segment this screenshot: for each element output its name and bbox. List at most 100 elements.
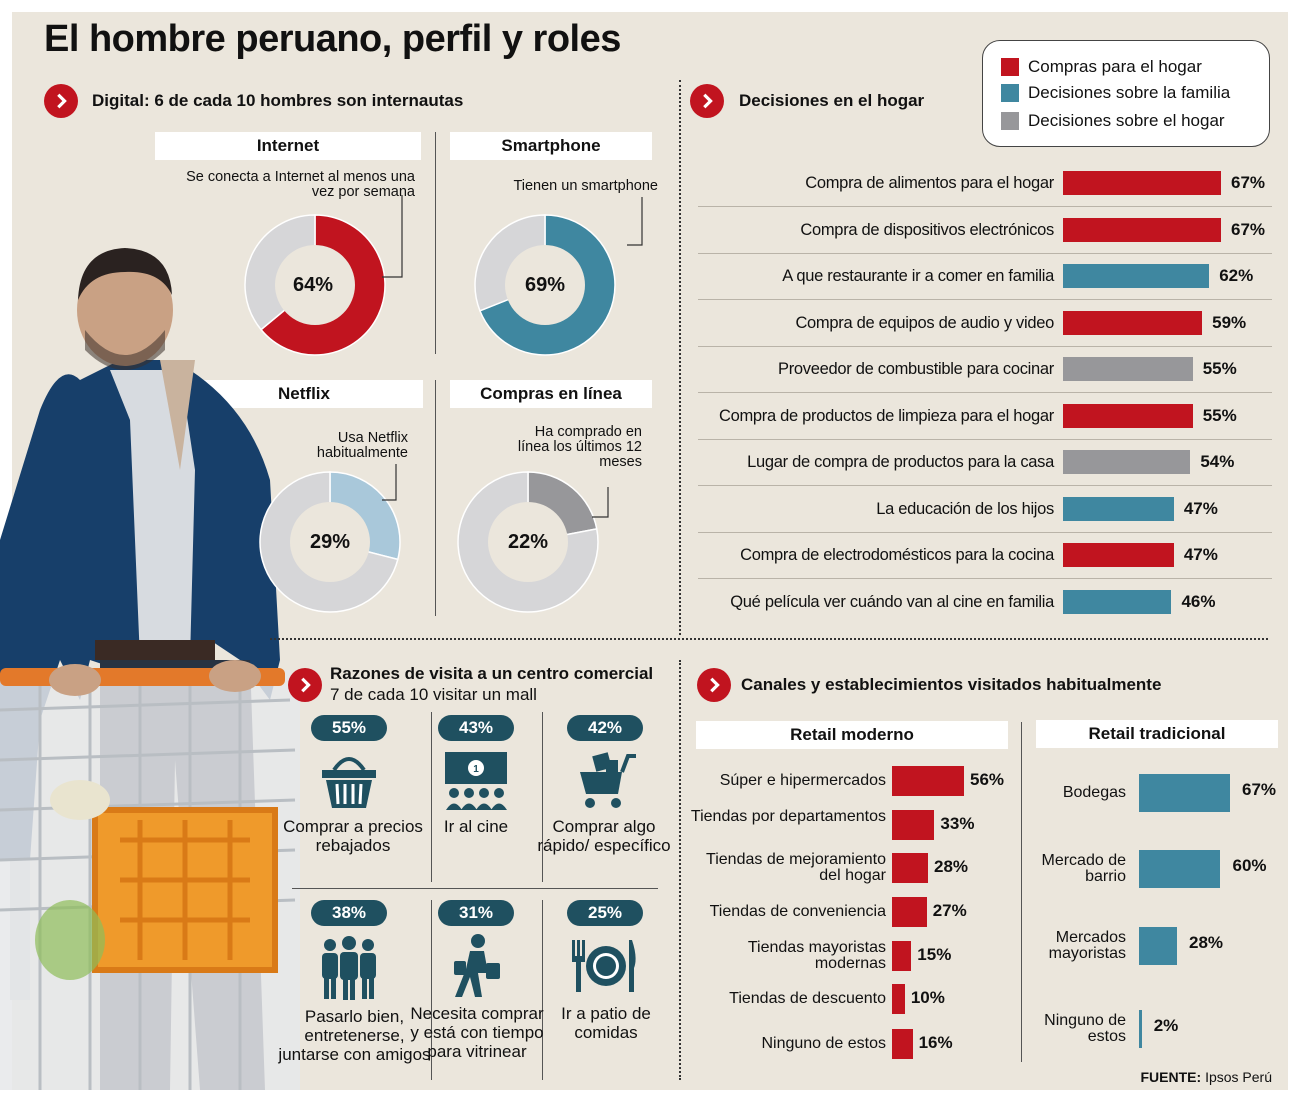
row-separator <box>698 485 1272 486</box>
bar <box>892 810 935 840</box>
bar <box>1063 450 1191 474</box>
bar <box>892 766 964 796</box>
mall-subheading: 7 de cada 10 visitar un mall <box>330 685 537 704</box>
bar-value: 47% <box>1183 545 1218 564</box>
page-title: El hombre peruano, perfil y roles <box>44 18 621 60</box>
bar-value: 10% <box>910 988 945 1007</box>
netflix-donut <box>259 471 401 613</box>
legend-item: Decisiones sobre el hogar <box>1001 111 1225 131</box>
compras-en-linea-value: 22% <box>507 531 549 553</box>
bar-label: Tiendas de mejoramiento del hogar <box>706 851 886 884</box>
bar-label: Tiendas mayoristas modernas <box>747 939 886 972</box>
bar <box>892 853 928 883</box>
mall-heading: Razones de visita a un centro comercial <box>330 664 654 683</box>
legend: Compras para el hogar Decisiones sobre l… <box>982 40 1270 147</box>
bar-label: Bodegas <box>1062 784 1126 801</box>
panel-label-internet: Internet <box>155 132 421 160</box>
bar <box>892 941 912 971</box>
dotted-divider <box>679 80 681 635</box>
bar-value: 67% <box>1242 780 1277 799</box>
row-separator <box>698 206 1272 207</box>
bar-label: Tiendas de conveniencia <box>709 903 886 920</box>
bar <box>1063 217 1221 242</box>
bar <box>1063 543 1174 567</box>
legend-label: Decisiones sobre la familia <box>1028 83 1231 102</box>
smartphone-value: 69% <box>524 274 566 296</box>
fork-plate-knife-icon <box>572 940 636 992</box>
bar-label: Ninguno de estos <box>761 1035 886 1052</box>
bar <box>892 897 927 927</box>
bar-value: 47% <box>1183 498 1218 518</box>
chevron-right-icon <box>697 668 731 702</box>
donut-hole <box>505 245 585 325</box>
shopping-basket-icon <box>322 757 376 808</box>
reason-percent: 43% <box>438 715 514 741</box>
chevron-right-icon <box>44 84 78 118</box>
row-separator <box>698 578 1272 579</box>
bar <box>892 1029 913 1059</box>
bar-value: 62% <box>1219 266 1254 285</box>
bar <box>1063 496 1174 521</box>
group-of-friends-icon <box>322 936 376 1000</box>
reason-label: Ir a patio de comidas <box>561 1004 651 1042</box>
source-label: FUENTE: <box>1140 1069 1202 1085</box>
bar-value: 27% <box>932 901 967 920</box>
bar-value: 46% <box>1181 591 1216 611</box>
legend-label: Compras para el hogar <box>1028 57 1202 76</box>
reason-percent: 38% <box>311 900 387 926</box>
leader-line <box>627 197 643 246</box>
legend-swatch <box>1001 112 1019 130</box>
donut-hole <box>275 245 355 325</box>
retail-moderno-title: Retail moderno <box>696 721 1008 749</box>
bar-label: Compra de electrodomésticos para la coci… <box>740 546 1054 564</box>
bar-value: 28% <box>934 857 969 876</box>
netflix-value: 29% <box>309 531 351 553</box>
bar-label: Tiendas por departamentos <box>690 808 886 825</box>
bar <box>1063 310 1203 335</box>
panel-label-smartphone: Smartphone <box>450 132 652 160</box>
bar-label: Súper e hipermercados <box>719 772 886 789</box>
divider <box>542 712 543 882</box>
bar <box>1063 357 1193 381</box>
legend-swatch <box>1001 84 1019 102</box>
legend-swatch <box>1001 58 1019 76</box>
bar-label: Mercados mayoristas <box>1048 929 1126 962</box>
bar <box>1063 171 1221 195</box>
bar-label: Compra de dispositivos electrónicos <box>800 220 1054 239</box>
bar <box>1063 403 1193 428</box>
donut-hole <box>488 502 568 582</box>
reason-label: Necesita comprar y está con tiempo para … <box>410 1004 544 1061</box>
walking-shopper-icon <box>454 934 500 997</box>
internet-note: Se conecta a Internet al menos una vez p… <box>186 169 415 200</box>
row-separator <box>698 531 1272 533</box>
leader-line <box>592 487 609 518</box>
smartphone-note: Tienen un smartphone <box>513 178 658 194</box>
row-separator <box>698 392 1272 393</box>
divider <box>431 900 432 1080</box>
row-separator <box>698 252 1272 254</box>
divider <box>292 888 658 889</box>
bar-label: Compra de equipos de audio y video <box>795 313 1054 332</box>
bar-label: Proveedor de combustible para cocinar <box>778 360 1054 378</box>
reason-label: Ir al cine <box>443 817 509 836</box>
bar-value: 28% <box>1189 933 1224 952</box>
legend-item: Compras para el hogar <box>1001 57 1202 77</box>
reason-percent: 42% <box>567 715 643 741</box>
bar <box>1139 927 1178 965</box>
bar-value: 56% <box>970 770 1005 789</box>
bar-label: Compra de alimentos para el hogar <box>805 174 1054 192</box>
bar-value: 54% <box>1200 452 1235 471</box>
bar <box>1139 774 1230 812</box>
bar-value: 16% <box>918 1033 953 1052</box>
leader-line <box>382 464 397 501</box>
smartphone-donut <box>474 214 616 356</box>
divider <box>1021 722 1022 1062</box>
bar-label: Ninguno de estos <box>1044 1012 1126 1045</box>
decisiones-heading: Decisiones en el hogar <box>739 91 925 110</box>
svg-text:1: 1 <box>473 764 479 775</box>
dotted-divider <box>270 638 1268 640</box>
bar-value: 59% <box>1212 312 1247 332</box>
retail-tradicional-title: Retail tradicional <box>1036 720 1278 748</box>
bar-value: 67% <box>1231 173 1266 192</box>
bar-value: 60% <box>1232 856 1267 875</box>
